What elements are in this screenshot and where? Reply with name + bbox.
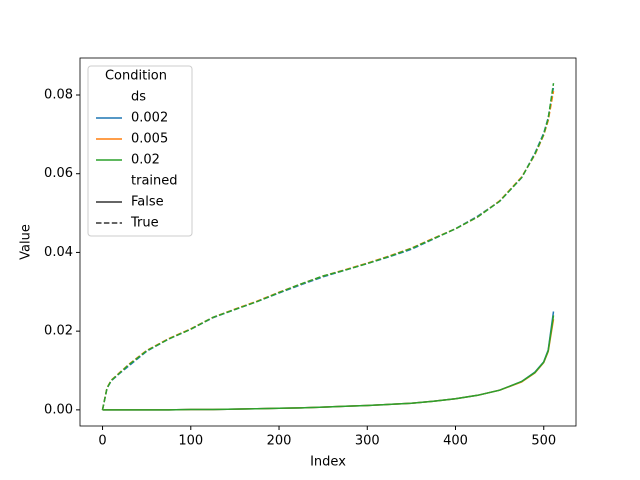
legend-label: 0.002 bbox=[131, 111, 168, 126]
x-tick-label: 100 bbox=[178, 434, 203, 449]
y-axis-label: Value bbox=[19, 224, 34, 260]
y-tick-label: 0.08 bbox=[44, 87, 73, 102]
y-tick-label: 0.06 bbox=[44, 166, 73, 181]
x-tick-label: 200 bbox=[267, 434, 292, 449]
legend-section-title: ds bbox=[131, 90, 146, 105]
x-axis-label: Index bbox=[310, 455, 346, 470]
legend-box bbox=[87, 65, 193, 237]
x-tick-label: 0 bbox=[98, 434, 106, 449]
data-line bbox=[102, 319, 555, 411]
x-tick-label: 500 bbox=[531, 434, 556, 449]
y-tick-label: 0.00 bbox=[44, 402, 73, 417]
data-line bbox=[101, 83, 555, 411]
x-tick-label: 400 bbox=[443, 434, 468, 449]
legend: Condition ds 0.002 0.005 0.02 trained False Tru… bbox=[87, 65, 193, 237]
legend-label: True bbox=[130, 216, 159, 231]
legend-label: 0.02 bbox=[131, 153, 160, 168]
legend-section-title: trained bbox=[131, 174, 178, 189]
legend-label: False bbox=[131, 195, 164, 210]
x-tick-label: 300 bbox=[355, 434, 380, 449]
y-tick-label: 0.04 bbox=[44, 245, 73, 260]
y-tick-label: 0.02 bbox=[44, 324, 73, 339]
data-line bbox=[102, 315, 555, 411]
data-line bbox=[102, 311, 555, 411]
plot-frame bbox=[79, 57, 577, 427]
legend-title: Condition bbox=[105, 69, 167, 84]
legend-label: 0.005 bbox=[131, 132, 168, 147]
